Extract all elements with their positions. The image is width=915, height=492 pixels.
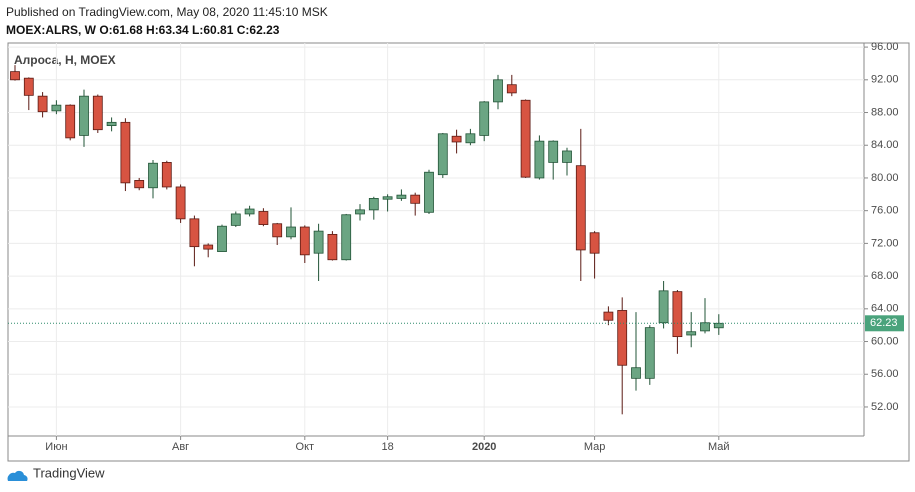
x-tick-label: Окт — [296, 441, 315, 453]
candle-body — [686, 331, 697, 336]
candle-body — [562, 150, 572, 163]
legend: Алроса, Н, MOEX — [14, 53, 116, 67]
candle-body — [217, 225, 227, 252]
symbol-line: MOEX:ALRS, W O:61.68 H:63.34 L:60.81 C:6… — [6, 23, 280, 37]
candle-body — [424, 171, 434, 213]
y-tick-label: 72.00 — [871, 237, 899, 249]
candle-body — [700, 322, 710, 332]
candle-body — [92, 95, 103, 131]
candle-body — [534, 140, 545, 179]
candle-body — [396, 194, 407, 199]
candle-body — [120, 121, 131, 184]
y-tick-label: 76.00 — [871, 205, 899, 217]
x-tick-label: Май — [708, 441, 730, 453]
candle-body — [175, 186, 186, 220]
candle-body — [341, 214, 352, 261]
candle-body — [658, 290, 669, 324]
candle-body — [313, 230, 324, 254]
candle-body — [134, 180, 145, 189]
candle-body — [368, 198, 379, 211]
candle-body — [382, 196, 393, 200]
candle-body — [437, 133, 448, 176]
price-label: 62.23 — [870, 317, 898, 329]
candle-body — [713, 322, 724, 329]
candle-body — [10, 71, 20, 81]
candle-body — [79, 95, 89, 136]
candle-body — [148, 162, 158, 189]
candle-body — [51, 104, 62, 112]
candle-body — [451, 135, 462, 143]
y-tick-label: 88.00 — [871, 106, 899, 118]
candle-body — [506, 84, 517, 94]
candle-body — [230, 213, 241, 226]
published: Published on TradingView.com, May 08, 20… — [6, 5, 328, 19]
candle-body — [575, 165, 586, 251]
candle-body — [286, 226, 296, 238]
candle-body — [23, 77, 34, 96]
logo: TradingView — [7, 465, 105, 481]
candle-body — [272, 223, 283, 238]
candle-body — [327, 233, 338, 261]
y-tick-label: 80.00 — [871, 172, 899, 184]
candle-body — [106, 121, 117, 127]
y-tick-label: 84.00 — [871, 139, 899, 151]
candle-body — [520, 99, 531, 178]
x-tick-label: 18 — [381, 441, 393, 453]
candle-body — [603, 311, 614, 321]
y-tick-label: 92.00 — [871, 74, 899, 86]
candle-body — [244, 208, 255, 215]
candle-body — [203, 244, 214, 250]
y-tick-label: 96.00 — [871, 41, 899, 53]
x-tick-label: 2020 — [472, 441, 496, 453]
y-tick-label: 60.00 — [871, 335, 899, 347]
candle-body — [589, 232, 600, 254]
candle-body — [617, 310, 628, 366]
x-tick-label: Авг — [172, 441, 189, 453]
y-tick-label: 64.00 — [871, 303, 899, 315]
frame — [7, 42, 910, 462]
candle-body — [189, 218, 200, 248]
candle-body — [410, 194, 421, 204]
y-tick-label: 52.00 — [871, 401, 899, 413]
y-tick-label: 68.00 — [871, 270, 899, 282]
candle-body — [299, 226, 310, 256]
brand: TradingView — [33, 465, 105, 480]
candle-body — [355, 209, 365, 215]
candle-body — [161, 162, 172, 188]
candle-body — [65, 104, 76, 139]
candle-body — [479, 101, 490, 136]
candle-body — [258, 211, 269, 225]
x-tick-label: Мар — [584, 441, 606, 453]
y-tick-label: 56.00 — [871, 368, 899, 380]
x-tick-label: Июн — [45, 441, 67, 453]
candle-body — [644, 327, 655, 379]
candle-body — [37, 95, 48, 113]
price-box — [865, 315, 904, 332]
candle-body — [493, 79, 503, 103]
candle-body — [672, 291, 683, 338]
candle-body — [465, 133, 476, 144]
candle-body — [631, 367, 641, 379]
candle-body — [548, 140, 559, 163]
